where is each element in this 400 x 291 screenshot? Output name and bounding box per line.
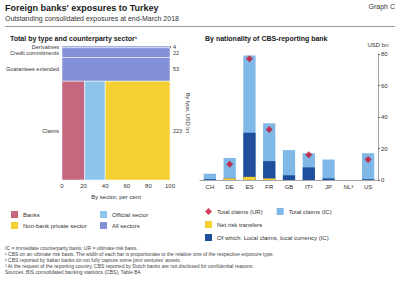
svg-text:Official sector: Official sector bbox=[112, 212, 148, 218]
html-text:Graph C: Graph C bbox=[368, 3, 395, 10]
svg-text:40: 40 bbox=[381, 114, 388, 120]
svg-text:20: 20 bbox=[381, 146, 388, 152]
svg-text:Total claims (IC): Total claims (IC) bbox=[289, 209, 332, 215]
svg-text:By sector, per cent: By sector, per cent bbox=[91, 194, 141, 200]
svg-text:Net risk transfers: Net risk transfers bbox=[217, 222, 262, 228]
svg-text:Total claims (UR): Total claims (UR) bbox=[217, 209, 263, 215]
html-text:¹ CBS on an ultimate risk basi: ¹ CBS on an ultimate risk basis. The wid… bbox=[5, 251, 274, 257]
svg-text:Of which: Local claims, local: Of which: Local claims, local currency (… bbox=[217, 235, 329, 241]
html-text:Sources: BIS consolidated bank: Sources: BIS consolidated banking statis… bbox=[5, 269, 142, 275]
svg-text:60: 60 bbox=[123, 183, 130, 189]
svg-text:53: 53 bbox=[173, 66, 179, 72]
svg-text:60: 60 bbox=[381, 83, 388, 89]
html-text:² CBS reported by Italian bank: ² CBS reported by Italian banks do not f… bbox=[5, 257, 181, 263]
svg-text:80: 80 bbox=[145, 183, 152, 189]
svg-text:GB: GB bbox=[285, 184, 294, 190]
svg-text:By nationality of CBS-reportin: By nationality of CBS-reporting bank bbox=[205, 35, 328, 43]
svg-text:40: 40 bbox=[102, 183, 109, 189]
svg-text:Derivatives: Derivatives bbox=[31, 43, 59, 50]
svg-text:ES: ES bbox=[245, 184, 253, 190]
svg-text:DE: DE bbox=[225, 184, 233, 190]
html-text:IC = immediate counterparty ba: IC = immediate counterparty basis; UR = … bbox=[5, 245, 138, 251]
svg-text:USD bn: USD bn bbox=[367, 42, 388, 48]
svg-text:Non-bank private sector: Non-bank private sector bbox=[23, 223, 87, 229]
svg-text:By type, USD bn: By type, USD bn bbox=[185, 93, 191, 134]
svg-text:Credit commitments: Credit commitments bbox=[10, 50, 59, 56]
svg-text:JP: JP bbox=[325, 184, 332, 190]
html-text:Foreign banks' exposures to Tu: Foreign banks' exposures to Turkey bbox=[5, 3, 159, 13]
svg-text:20: 20 bbox=[80, 183, 87, 189]
svg-text:CH: CH bbox=[206, 184, 215, 190]
svg-text:US: US bbox=[364, 184, 372, 190]
svg-text:80: 80 bbox=[381, 51, 388, 57]
svg-text:IT²: IT² bbox=[305, 184, 312, 190]
svg-text:0: 0 bbox=[60, 183, 64, 189]
svg-text:Banks: Banks bbox=[23, 212, 40, 218]
svg-text:223: 223 bbox=[173, 128, 182, 134]
html-text:³ At the request of the report: ³ At the request of the reporting countr… bbox=[5, 263, 254, 269]
svg-text:4: 4 bbox=[173, 43, 177, 50]
svg-text:Total by type and counterparty: Total by type and counterparty sector¹ bbox=[10, 35, 138, 43]
svg-text:Claims: Claims bbox=[42, 128, 59, 134]
svg-text:NL³: NL³ bbox=[343, 184, 353, 190]
svg-text:Guarantees extended: Guarantees extended bbox=[6, 66, 59, 72]
svg-text:FR: FR bbox=[265, 184, 274, 190]
svg-text:All sectors: All sectors bbox=[112, 223, 140, 229]
svg-text:22: 22 bbox=[173, 50, 179, 56]
svg-text:0: 0 bbox=[381, 177, 385, 183]
html-text:Outstanding consolidated expos: Outstanding consolidated exposures at en… bbox=[5, 15, 179, 22]
svg-text:100: 100 bbox=[165, 183, 176, 189]
